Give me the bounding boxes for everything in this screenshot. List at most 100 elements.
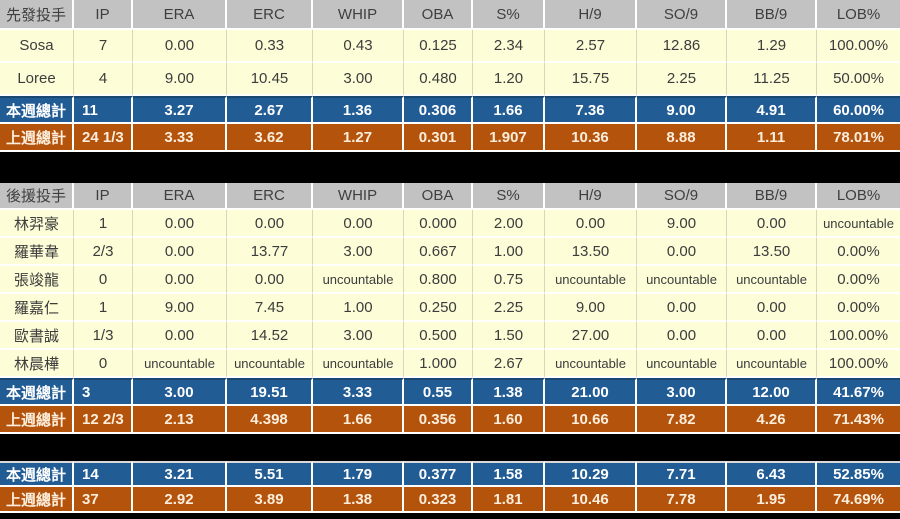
- stat-cell: 3.00: [637, 378, 727, 406]
- stat-cell: 50.00%: [817, 63, 900, 96]
- stat-cell: uncountable: [637, 350, 727, 378]
- stat-cell: 2.25: [637, 63, 727, 96]
- column-header: SO/9: [637, 0, 727, 30]
- player-name-cell: 羅嘉仁: [0, 294, 74, 322]
- stat-cell: 1.20: [473, 63, 545, 96]
- stat-cell: 0.00: [637, 294, 727, 322]
- stat-cell: 0.00%: [817, 238, 900, 266]
- stat-cell: 19.51: [227, 378, 313, 406]
- stat-cell: 0.00: [727, 322, 817, 350]
- stat-cell: 0.377: [404, 461, 473, 487]
- stat-cell: 1.907: [473, 124, 545, 152]
- stat-cell: 0.356: [404, 406, 473, 434]
- stat-cell: 10.36: [545, 124, 637, 152]
- stat-cell: 60.00%: [817, 96, 900, 124]
- stat-cell: 7.82: [637, 406, 727, 434]
- stat-cell: 7.71: [637, 461, 727, 487]
- stat-cell: 13.50: [727, 238, 817, 266]
- player-row: Loree 4 9.00 10.45 3.00 0.480 1.20 15.75 2.25 11.…: [0, 63, 900, 96]
- stat-cell: 0.00%: [817, 294, 900, 322]
- total-row: 本週總計 3 3.00 19.51 3.33 0.55 1.38 21.00 3.00 12.00…: [0, 378, 900, 406]
- stat-cell: uncountable: [727, 350, 817, 378]
- stat-cell: 1.00: [473, 238, 545, 266]
- player-name-cell: Sosa: [0, 30, 74, 63]
- stat-cell: 7.78: [637, 487, 727, 513]
- stat-cell: 1.50: [473, 322, 545, 350]
- stat-cell: 1: [74, 294, 133, 322]
- stat-cell: 3.27: [133, 96, 227, 124]
- stat-cell: 2.57: [545, 30, 637, 63]
- stat-cell: 1.00: [313, 294, 404, 322]
- stat-cell: 11.25: [727, 63, 817, 96]
- stat-cell: 10.46: [545, 487, 637, 513]
- column-header: ERA: [133, 183, 227, 210]
- stat-cell: 0.306: [404, 96, 473, 124]
- stat-cell: 9.00: [637, 210, 727, 238]
- total-label-cell: 上週總計: [0, 406, 74, 434]
- stat-cell: 14.52: [227, 322, 313, 350]
- stat-cell: 2.34: [473, 30, 545, 63]
- stat-cell: 0.00: [227, 266, 313, 294]
- stat-cell: 1: [74, 210, 133, 238]
- column-header: OBA: [404, 0, 473, 30]
- header-row: 先發投手 IP ERA ERC WHIP OBA S% H/9 SO/9 BB/9 LOB%: [0, 0, 900, 30]
- stat-cell: 0.000: [404, 210, 473, 238]
- column-header: LOB%: [817, 183, 900, 210]
- total-row: 上週總計 37 2.92 3.89 1.38 0.323 1.81 10.46 7.78 1.95…: [0, 487, 900, 513]
- stat-cell: 1.36: [313, 96, 404, 124]
- stat-cell: 15.75: [545, 63, 637, 96]
- stat-cell: 3.00: [133, 378, 227, 406]
- stat-cell: 9.00: [637, 96, 727, 124]
- stat-cell: 7: [74, 30, 133, 63]
- stat-cell: 3.21: [133, 461, 227, 487]
- stat-cell: 1.27: [313, 124, 404, 152]
- stat-cell: uncountable: [313, 350, 404, 378]
- stat-cell: 6.43: [727, 461, 817, 487]
- stat-cell: 10.66: [545, 406, 637, 434]
- player-row: Sosa 7 0.00 0.33 0.43 0.125 2.34 2.57 12.86 1.29 1…: [0, 30, 900, 63]
- stat-cell: 9.00: [545, 294, 637, 322]
- stat-cell: 13.77: [227, 238, 313, 266]
- total-row: 上週總計 24 1/3 3.33 3.62 1.27 0.301 1.907 10.36 8.8…: [0, 124, 900, 152]
- stat-cell: 27.00: [545, 322, 637, 350]
- stat-cell: 7.45: [227, 294, 313, 322]
- stat-cell: 1.81: [473, 487, 545, 513]
- stat-cell: 4: [74, 63, 133, 96]
- stat-cell: 14: [74, 461, 133, 487]
- stat-cell: 13.50: [545, 238, 637, 266]
- stat-cell: 9.00: [133, 63, 227, 96]
- total-label-cell: 上週總計: [0, 124, 74, 152]
- stat-cell: uncountable: [545, 266, 637, 294]
- column-header: OBA: [404, 183, 473, 210]
- column-header: S%: [473, 183, 545, 210]
- total-label-cell: 本週總計: [0, 461, 74, 487]
- stat-cell: 11: [74, 96, 133, 124]
- stat-cell: 0: [74, 350, 133, 378]
- stat-cell: 1/3: [74, 322, 133, 350]
- stat-cell: 3.89: [227, 487, 313, 513]
- player-row: 羅嘉仁 1 9.00 7.45 1.00 0.250 2.25 9.00 0.00 0.00 0.0…: [0, 294, 900, 322]
- stat-cell: 10.45: [227, 63, 313, 96]
- stat-cell: 100.00%: [817, 322, 900, 350]
- stat-cell: 2.67: [473, 350, 545, 378]
- stat-cell: 0: [74, 266, 133, 294]
- total-row: 本週總計 14 3.21 5.51 1.79 0.377 1.58 10.29 7.71 6.43…: [0, 461, 900, 487]
- stat-cell: 0.301: [404, 124, 473, 152]
- stat-cell: 7.36: [545, 96, 637, 124]
- stat-cell: 3.33: [133, 124, 227, 152]
- stat-cell: 100.00%: [817, 30, 900, 63]
- stat-cell: 0.43: [313, 30, 404, 63]
- stat-cell: 2.25: [473, 294, 545, 322]
- stat-cell: 0.00: [133, 210, 227, 238]
- column-header: H/9: [545, 0, 637, 30]
- stat-cell: 37: [74, 487, 133, 513]
- stat-cell: 100.00%: [817, 350, 900, 378]
- stat-cell: 1.95: [727, 487, 817, 513]
- stat-cell: 5.51: [227, 461, 313, 487]
- stat-cell: uncountable: [313, 266, 404, 294]
- total-label-cell: 上週總計: [0, 487, 74, 513]
- group-label-header: 後援投手: [0, 183, 74, 210]
- stat-cell: uncountable: [227, 350, 313, 378]
- stat-cell: 78.01%: [817, 124, 900, 152]
